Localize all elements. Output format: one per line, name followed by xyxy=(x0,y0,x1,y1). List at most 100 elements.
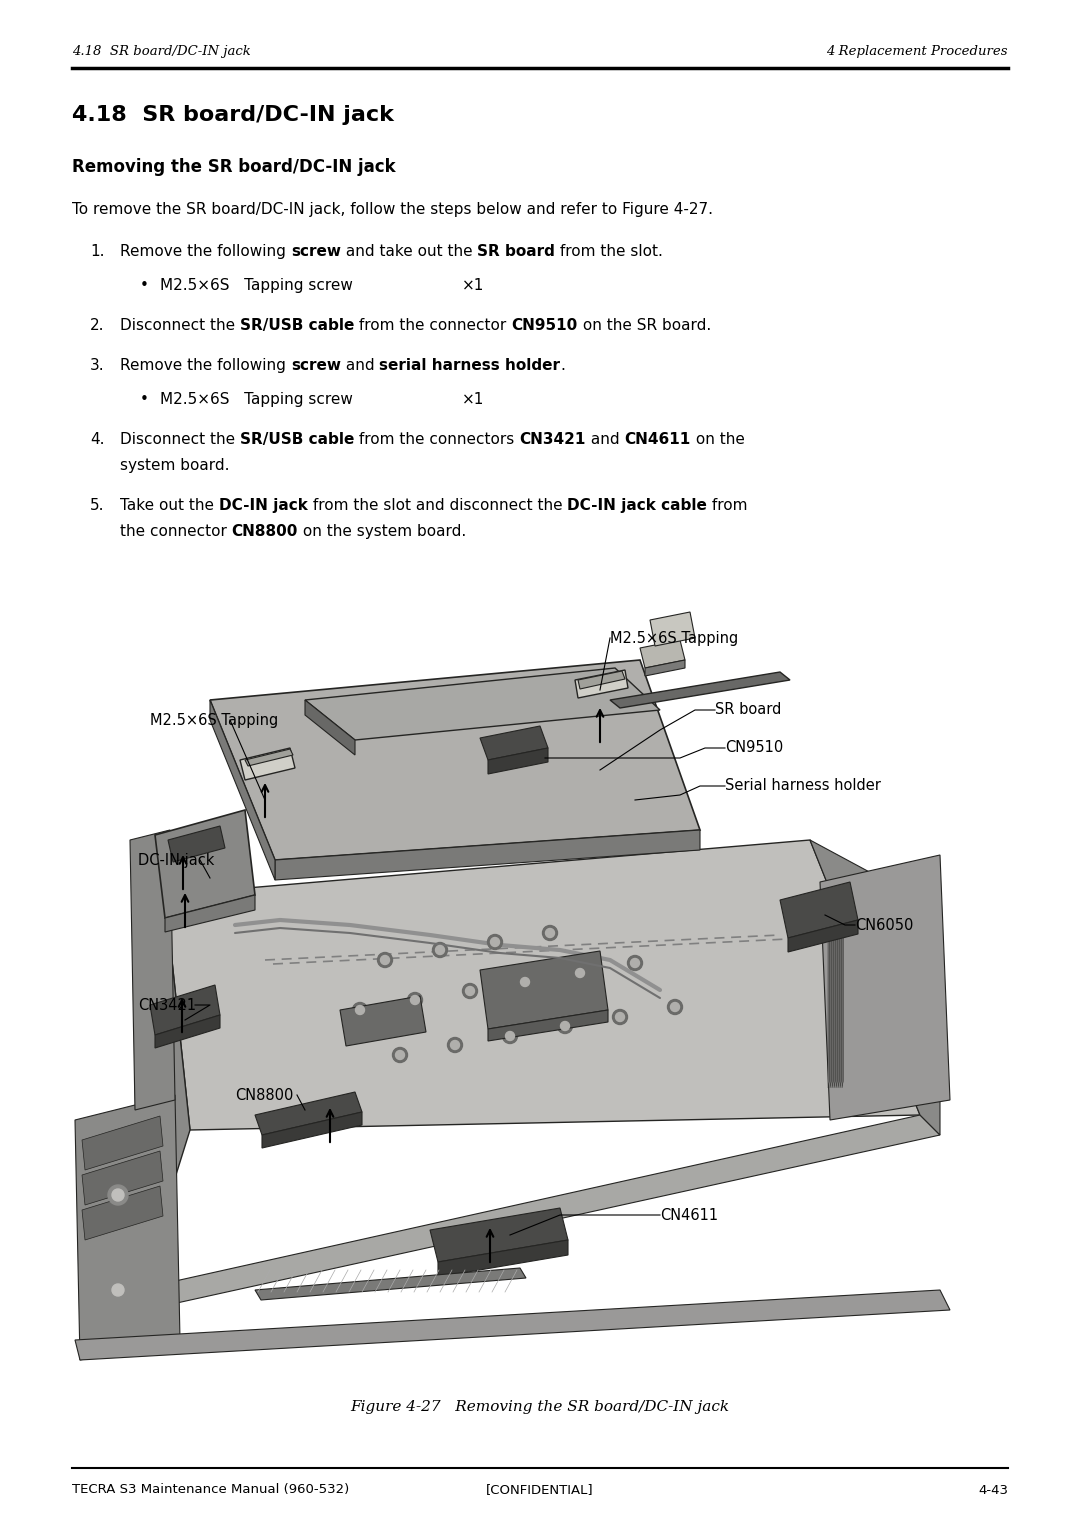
Circle shape xyxy=(108,1280,129,1300)
Text: Remove the following: Remove the following xyxy=(120,358,291,373)
Text: 4.18  SR board/DC-IN jack: 4.18 SR board/DC-IN jack xyxy=(72,105,394,125)
Text: CN8800: CN8800 xyxy=(235,1088,294,1103)
Circle shape xyxy=(410,996,419,1004)
Polygon shape xyxy=(275,830,700,880)
Text: CN4611: CN4611 xyxy=(660,1207,718,1222)
Polygon shape xyxy=(488,1010,608,1041)
Circle shape xyxy=(108,1186,129,1206)
Polygon shape xyxy=(82,1186,163,1241)
Polygon shape xyxy=(130,830,175,1109)
Polygon shape xyxy=(156,810,255,918)
Circle shape xyxy=(502,1028,517,1044)
Text: screw: screw xyxy=(291,244,341,260)
Text: CN6050: CN6050 xyxy=(855,917,914,932)
Text: system board.: system board. xyxy=(120,458,229,474)
Text: and: and xyxy=(585,432,624,448)
Text: Figure 4-27   Removing the SR board/DC-IN jack: Figure 4-27 Removing the SR board/DC-IN … xyxy=(350,1400,730,1413)
Text: 4.18  SR board/DC-IN jack: 4.18 SR board/DC-IN jack xyxy=(72,46,251,58)
Text: [CONFIDENTIAL]: [CONFIDENTIAL] xyxy=(486,1484,594,1496)
Polygon shape xyxy=(788,920,858,952)
Circle shape xyxy=(112,1284,124,1296)
Polygon shape xyxy=(480,950,608,1028)
Text: ×1: ×1 xyxy=(462,393,484,406)
Polygon shape xyxy=(836,888,837,1088)
Polygon shape xyxy=(430,1209,568,1262)
Polygon shape xyxy=(255,1093,362,1135)
Text: from: from xyxy=(707,498,747,513)
Polygon shape xyxy=(480,726,548,759)
Circle shape xyxy=(557,1019,572,1033)
Text: SR board: SR board xyxy=(715,703,781,718)
Polygon shape xyxy=(838,888,839,1088)
Text: DC-IN jack: DC-IN jack xyxy=(219,498,308,513)
Circle shape xyxy=(612,1010,627,1024)
Circle shape xyxy=(380,955,390,964)
Polygon shape xyxy=(832,888,834,1088)
Text: •: • xyxy=(140,393,149,406)
Text: from the connector: from the connector xyxy=(354,318,512,333)
Circle shape xyxy=(542,926,557,941)
Polygon shape xyxy=(650,613,696,646)
Circle shape xyxy=(545,929,554,938)
Polygon shape xyxy=(610,672,789,707)
Circle shape xyxy=(572,966,588,981)
Text: SR/USB cable: SR/USB cable xyxy=(240,318,354,333)
Polygon shape xyxy=(165,840,920,1131)
Polygon shape xyxy=(255,1268,526,1300)
Circle shape xyxy=(112,1189,124,1201)
Circle shape xyxy=(465,987,474,996)
Text: To remove the SR board/DC-IN jack, follow the steps below and refer to Figure 4-: To remove the SR board/DC-IN jack, follo… xyxy=(72,202,713,217)
Circle shape xyxy=(671,1002,679,1012)
Text: CN3421: CN3421 xyxy=(519,432,585,448)
Text: and: and xyxy=(341,358,379,373)
Text: Serial harness holder: Serial harness holder xyxy=(725,778,881,793)
Circle shape xyxy=(517,975,532,990)
Polygon shape xyxy=(340,996,426,1047)
Polygon shape xyxy=(75,1290,950,1360)
Text: SR board: SR board xyxy=(477,244,555,260)
Text: on the: on the xyxy=(690,432,744,448)
Polygon shape xyxy=(262,1112,362,1148)
Text: M2.5×6S Tapping: M2.5×6S Tapping xyxy=(610,631,739,645)
Polygon shape xyxy=(831,888,832,1088)
Circle shape xyxy=(447,1038,462,1053)
Circle shape xyxy=(490,938,499,946)
Polygon shape xyxy=(820,856,950,1120)
Circle shape xyxy=(378,952,392,967)
Polygon shape xyxy=(75,1096,180,1360)
Polygon shape xyxy=(150,986,220,1034)
Text: M2.5×6S   Tapping screw: M2.5×6S Tapping screw xyxy=(160,278,353,293)
Circle shape xyxy=(432,943,447,958)
Text: Take out the: Take out the xyxy=(120,498,219,513)
Text: 4.: 4. xyxy=(90,432,105,448)
Polygon shape xyxy=(245,749,293,766)
Text: DC-IN jack: DC-IN jack xyxy=(138,853,214,868)
Circle shape xyxy=(355,1005,365,1015)
Text: •: • xyxy=(140,278,149,293)
Polygon shape xyxy=(210,660,700,860)
Circle shape xyxy=(352,1002,367,1018)
Polygon shape xyxy=(810,840,940,1135)
Polygon shape xyxy=(305,700,355,755)
Polygon shape xyxy=(840,888,841,1088)
Text: the connector: the connector xyxy=(120,524,232,539)
Polygon shape xyxy=(640,640,685,668)
Polygon shape xyxy=(135,895,190,1290)
Text: Remove the following: Remove the following xyxy=(120,244,291,260)
Text: 2.: 2. xyxy=(90,318,105,333)
Circle shape xyxy=(450,1041,459,1050)
Text: from the connectors: from the connectors xyxy=(354,432,519,448)
Text: Disconnect the: Disconnect the xyxy=(120,432,240,448)
Polygon shape xyxy=(488,749,548,775)
Text: on the system board.: on the system board. xyxy=(298,524,467,539)
Circle shape xyxy=(395,1051,405,1059)
Text: screw: screw xyxy=(291,358,341,373)
Circle shape xyxy=(392,1048,407,1062)
Text: TECRA S3 Maintenance Manual (960-532): TECRA S3 Maintenance Manual (960-532) xyxy=(72,1484,349,1496)
Text: SR/USB cable: SR/USB cable xyxy=(240,432,354,448)
Text: 1.: 1. xyxy=(90,244,105,260)
Text: on the SR board.: on the SR board. xyxy=(578,318,711,333)
Polygon shape xyxy=(156,1015,220,1048)
Text: CN9510: CN9510 xyxy=(512,318,578,333)
Polygon shape xyxy=(645,660,685,675)
